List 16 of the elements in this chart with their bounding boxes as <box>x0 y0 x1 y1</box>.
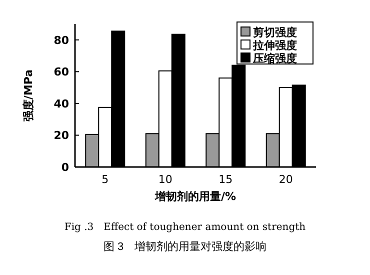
x-axis-title: 增韧剂的用量/% <box>154 190 236 203</box>
legend-label: 拉伸强度 <box>252 39 297 52</box>
x-tick-label: 10 <box>158 173 172 186</box>
y-tick-label: 0 <box>61 161 70 174</box>
y-tick-label: 80 <box>54 34 70 47</box>
x-tick-label: 5 <box>102 173 109 186</box>
x-tick-label: 15 <box>218 173 233 186</box>
caption: 图 3 增韧剂的用量对强度的影响 <box>103 240 267 253</box>
text: Fig .3 Effect of toughener amount on strength <box>64 222 306 233</box>
y-tick-label: 60 <box>54 66 70 79</box>
y-tick-label: 40 <box>54 97 70 110</box>
legend-label: 压缩强度 <box>252 52 297 65</box>
y-tick-label: 20 <box>54 129 70 142</box>
x-tick-label: 20 <box>278 173 293 186</box>
legend-label: 剪切强度 <box>253 26 297 39</box>
y-axis-title: 强度/MPa <box>22 69 35 122</box>
